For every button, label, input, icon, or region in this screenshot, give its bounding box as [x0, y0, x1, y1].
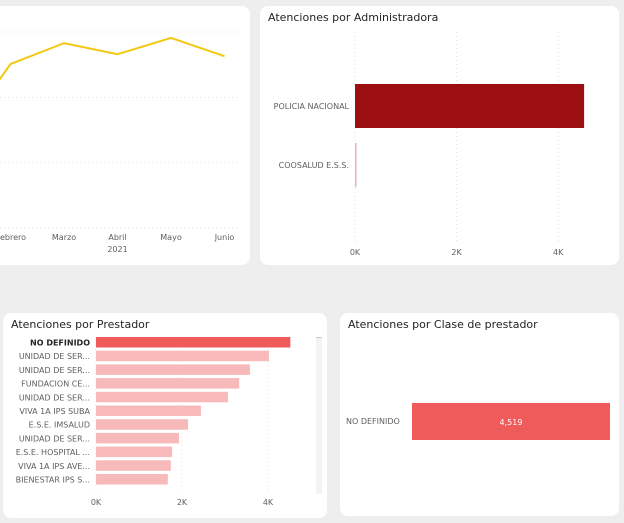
admin-chart-title: Atenciones por Administradora [268, 11, 439, 24]
bar [96, 432, 179, 444]
x-tick-label: 2K [451, 248, 462, 257]
bar [96, 337, 291, 348]
prestador-chart: 0K 2K 4K NO DEFINIDO UNIDAD DE SER... UNIDAD … [16, 337, 291, 507]
bar [96, 391, 229, 403]
bar [96, 419, 189, 430]
category-label: VIVA 1A IPS SUBA [19, 407, 90, 416]
x-tick-label: ebrero [0, 233, 26, 242]
bar [355, 143, 357, 187]
scrollbar[interactable] [316, 337, 322, 494]
clase-chart-panel: Atenciones por Clase de prestador NO DEF… [340, 313, 619, 516]
line-chart: ebrero Marzo Abril Mayo Junio 2021 [0, 31, 240, 254]
category-label: NO DEFINIDO [30, 339, 90, 348]
category-label: UNIDAD DE SER... [19, 393, 90, 402]
x-tick-label: 0K [91, 498, 102, 507]
bar [96, 350, 269, 362]
series-line [0, 36, 225, 81]
category-label: NO DEFINIDO [346, 417, 400, 426]
x-tick-label: Marzo [52, 233, 76, 242]
category-label: E.S.E. HOSPITAL ... [16, 448, 90, 457]
bar [96, 474, 168, 485]
bar [96, 378, 240, 389]
line-chart-panel: ebrero Marzo Abril Mayo Junio 2021 [0, 6, 250, 265]
x-tick-label: 0K [350, 248, 361, 257]
prestador-chart-title: Atenciones por Prestador [11, 318, 150, 331]
category-label: POLICIA NACIONAL [274, 102, 350, 111]
bar [355, 84, 585, 128]
x-tick-label: 4K [553, 248, 564, 257]
bar [412, 403, 610, 440]
category-label: VIVA 1A IPS AVE... [18, 462, 90, 471]
x-tick-label: 2K [177, 498, 188, 507]
category-label: BIENESTAR IPS S... [16, 476, 90, 485]
category-label: FUNDACION CE... [21, 380, 90, 389]
data-label: 4,519 [500, 418, 523, 427]
x-tick-label: Abril [108, 233, 126, 242]
bar [96, 405, 201, 416]
bar [96, 364, 250, 375]
x-tick-label: 4K [263, 498, 274, 507]
prestador-chart-panel: Atenciones por Prestador 0K 2K 4K NO DEFINI… [3, 313, 327, 518]
category-label: UNIDAD DE SER... [19, 366, 90, 375]
category-label: COOSALUD E.S.S. [279, 161, 349, 170]
clase-chart: NO DEFINIDO 4,519 [346, 403, 610, 440]
clase-chart-title: Atenciones por Clase de prestador [348, 318, 538, 331]
admin-chart-panel: Atenciones por Administradora 0K 2K 4K POLI… [260, 6, 619, 265]
category-label: E.S.E. IMSALUD [29, 421, 90, 430]
category-label: UNIDAD DE SER... [19, 434, 90, 443]
category-label: UNIDAD DE SER... [19, 352, 90, 361]
x-tick-label: Junio [214, 233, 235, 242]
bar [96, 460, 171, 471]
admin-chart: 0K 2K 4K POLICIA NACIONAL COOSALUD E.S.S. [274, 32, 585, 257]
x-axis-year-label: 2021 [107, 245, 127, 254]
bar [96, 446, 173, 458]
x-tick-label: Mayo [160, 233, 182, 242]
